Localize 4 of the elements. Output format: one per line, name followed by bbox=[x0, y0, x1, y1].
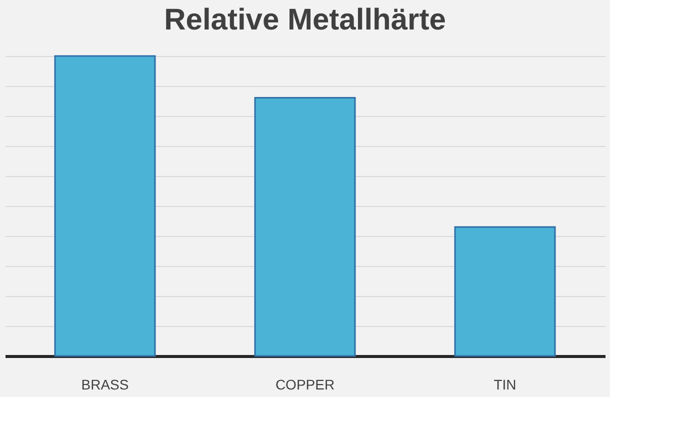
chart-title: Relative Metallhärte bbox=[164, 3, 446, 36]
x-tick-label: TIN bbox=[494, 376, 516, 392]
x-tick-label: COPPER bbox=[275, 376, 335, 392]
x-tick-label: BRASS bbox=[81, 376, 129, 392]
